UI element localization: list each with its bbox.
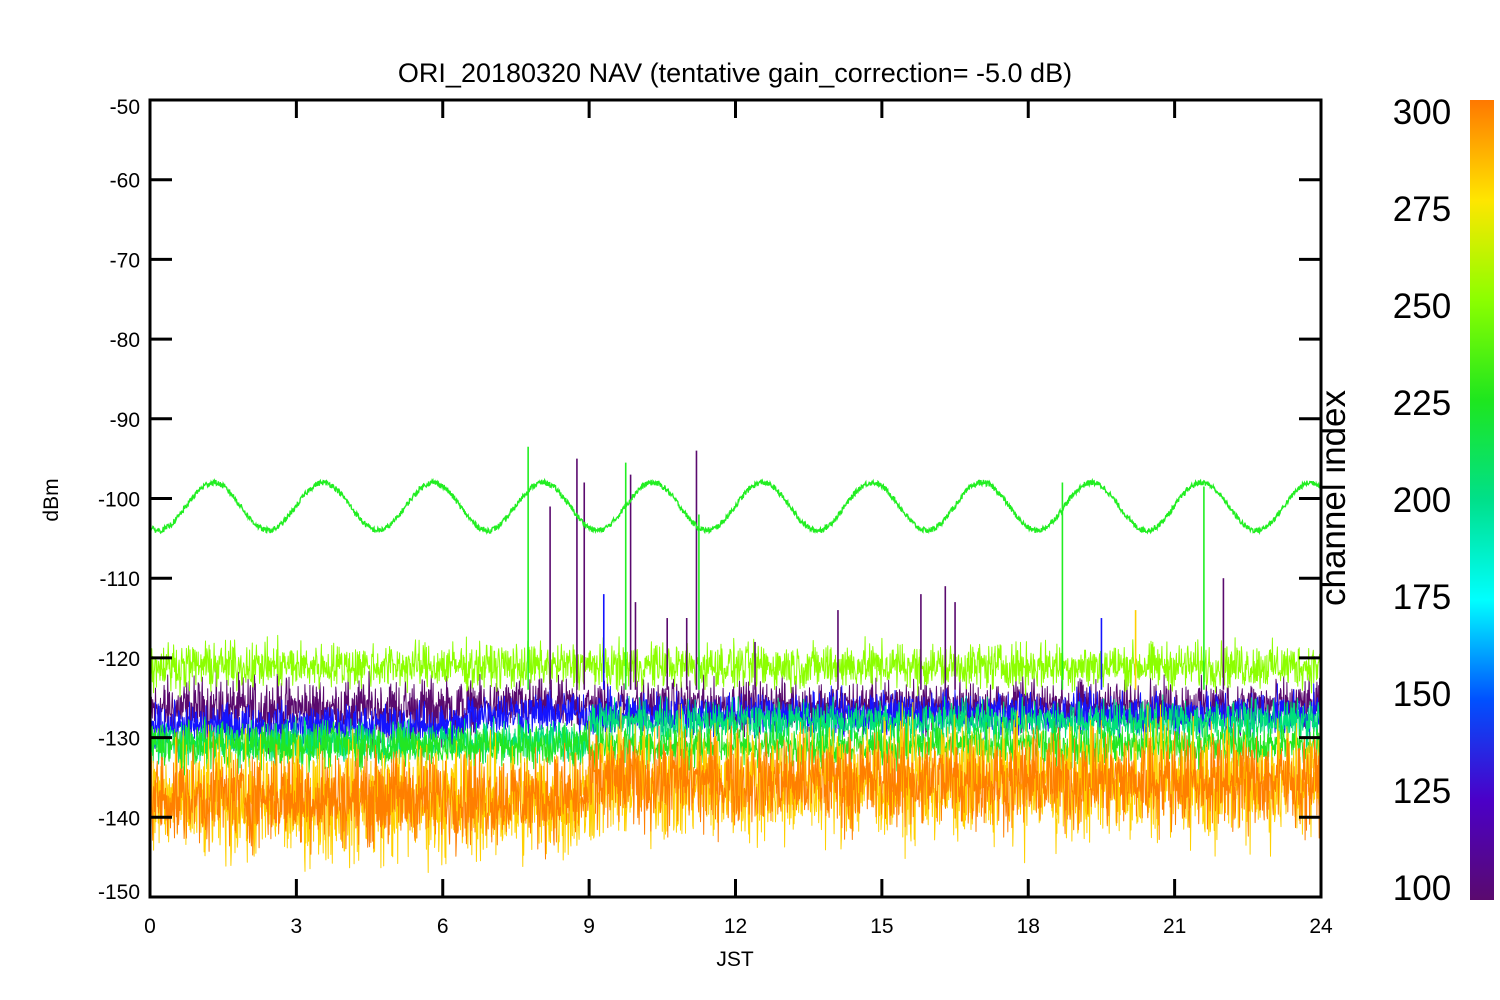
colorbar-tick-label: 100 [1393,869,1451,908]
reference-wave-line [150,477,1321,536]
reference-wave [150,477,1321,536]
y-axis-label: dBm [40,478,63,521]
chart-title: ORI_20180320 NAV (tentative gain_correct… [398,58,1072,88]
colorbar-tick-label: 150 [1393,675,1451,714]
x-tick-label: 0 [144,915,156,938]
x-tick-label: 6 [437,915,449,938]
colorbar-tick-label: 200 [1393,481,1451,520]
colorbar-tick-label: 300 [1393,93,1451,132]
colorbar-tick-labels: 100 125 150 175 200 225 250 275 300 [1393,93,1451,908]
y-tick-label: -50 [110,96,140,119]
series-bands [150,634,1321,873]
colorbar-label: channel index [1314,390,1353,606]
y-tick-label: -80 [110,329,140,352]
x-tick-label: 21 [1163,915,1186,938]
colorbar: 100 125 150 175 200 225 250 275 300 channel inde… [1314,93,1494,908]
x-tick-label: 24 [1309,915,1333,938]
y-tick-label: -90 [110,409,140,432]
y-tick-label: -60 [110,170,140,193]
colorbar-tick-label: 225 [1393,384,1451,423]
y-tick-label: -120 [98,648,140,671]
x-tick-label: 3 [291,915,303,938]
spike-marks [527,446,1225,690]
colorbar-tick-label: 125 [1393,772,1451,811]
series-band-ch255 [150,634,1321,698]
x-tick-label: 9 [583,915,595,938]
plot-area [150,446,1321,873]
x-axis-ticks: 0 3 6 9 12 15 18 21 24 [144,100,1333,938]
x-axis-label: JST [716,948,754,971]
y-tick-label: -130 [98,728,140,751]
colorbar-tick-label: 275 [1393,190,1451,229]
y-tick-label: -110 [100,568,140,591]
y-axis-ticks: -150 -140 -130 -120 -110 -100 -90 -80 -70 -60 -50 [98,96,1321,904]
colorbar-gradient [1470,100,1494,900]
colorbar-tick-label: 175 [1393,578,1451,617]
x-tick-label: 15 [870,915,893,938]
y-tick-label: -70 [110,249,140,272]
colorbar-tick-label: 250 [1393,287,1451,326]
series-band-ch300 [150,721,1321,860]
series-band-ch135 [150,683,1321,752]
x-tick-label: 18 [1017,915,1040,938]
y-tick-label: -150 [98,881,140,904]
x-tick-label: 12 [724,915,747,938]
y-tick-label: -140 [98,807,140,830]
y-tick-label: -100 [98,489,140,512]
